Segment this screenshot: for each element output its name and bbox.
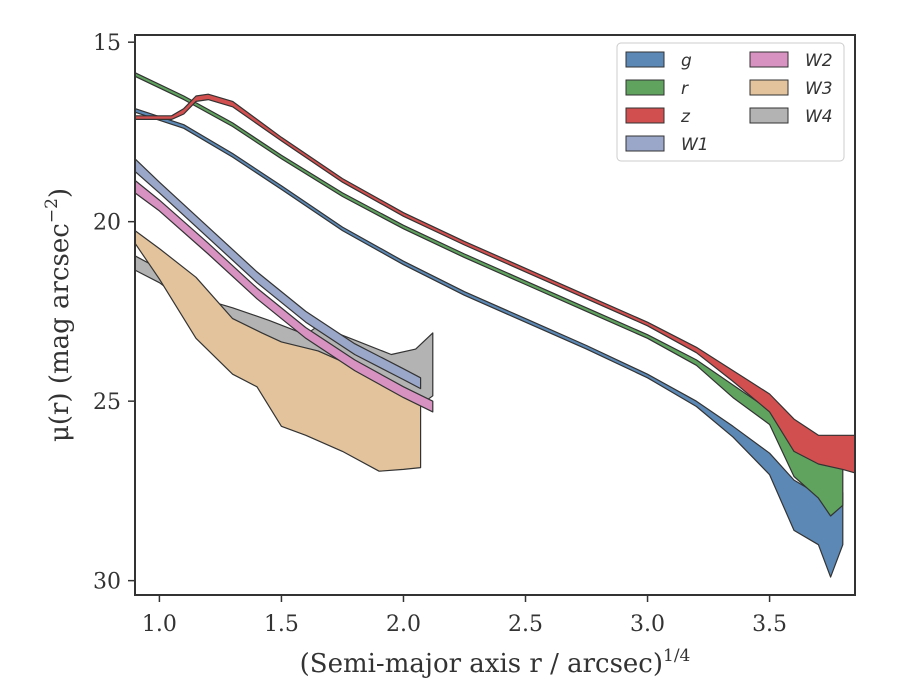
legend-swatch-z [625, 107, 665, 124]
plot-frame [134, 34, 856, 596]
legend-swatch-w1 [625, 135, 665, 152]
legend-label-w3: W3 [805, 79, 833, 99]
legend-swatch-w4 [749, 107, 789, 124]
legend: grz W1 W2 W3 W4 [616, 42, 845, 162]
series-band-r [134, 72, 844, 517]
legend-swatch-w2 [749, 51, 789, 68]
x-tick-label: 3.0 [630, 612, 665, 637]
x-tick-label: 1.5 [264, 612, 299, 637]
ticks-layer: 1.0 1.5 2.0 2.5 3.0 3.5 15 20 25 30 [93, 31, 787, 637]
legend-swatch-w3 [749, 79, 789, 96]
series-layer [134, 72, 856, 578]
legend-frame [616, 42, 845, 162]
x-tick-label: 1.0 [142, 612, 177, 637]
series-band-w3 [134, 230, 422, 472]
legend-swatch-g [625, 51, 665, 68]
series-band-z [134, 93, 856, 474]
series-band-g [134, 107, 844, 578]
y-axis-title: μ(r) (mag arcsec−2) [42, 188, 75, 442]
y-axis-title-text: μ(r) (mag arcsec [45, 223, 75, 442]
x-axis-title-exponent: 1/4 [663, 646, 690, 666]
legend-label-r: r [681, 79, 689, 99]
x-tick-label: 2.0 [386, 612, 421, 637]
y-axis-title-exponent: −2 [42, 198, 62, 223]
legend-label-w1: W1 [681, 135, 709, 155]
y-tick-label: 25 [93, 390, 121, 415]
legend-label-w4: W4 [805, 107, 833, 127]
x-tick-label: 3.5 [752, 612, 787, 637]
legend-swatch-r [625, 79, 665, 96]
x-axis-title-text: (Semi-major axis r / arcsec) [300, 649, 663, 679]
y-axis-title-close: ) [45, 188, 75, 198]
legend-label-g: g [681, 51, 692, 71]
x-axis-title: (Semi-major axis r / arcsec)1/4 [300, 646, 691, 679]
legend-label-z: z [680, 107, 691, 127]
y-tick-label: 15 [93, 31, 121, 56]
series-band-w2 [134, 179, 434, 413]
series-band-w1 [134, 158, 422, 390]
y-tick-label: 30 [93, 570, 121, 595]
legend-label-w2: W2 [805, 51, 833, 71]
y-tick-label: 20 [93, 211, 121, 236]
x-tick-label: 2.5 [508, 612, 543, 637]
